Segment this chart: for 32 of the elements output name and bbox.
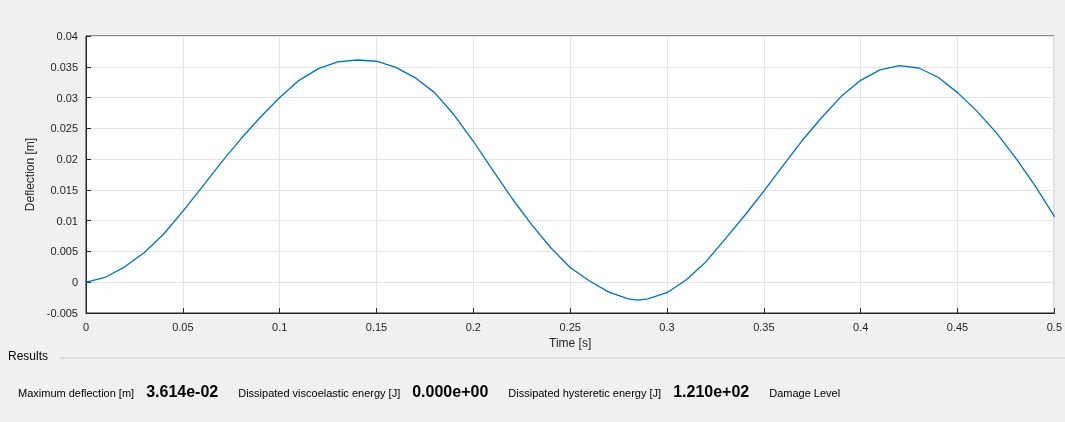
y-tick-label: -0.005 — [46, 307, 78, 319]
x-tick-label: 0.1 — [272, 320, 288, 333]
y-tick-label: 0.03 — [56, 91, 78, 104]
text: 1.210e+02 — [673, 382, 750, 400]
x-tick-label: 0.4 — [853, 320, 869, 333]
y-axis-title: Deflection [m] — [22, 137, 37, 212]
y-tick-label: 0 — [71, 276, 78, 289]
x-tick-label: 0.2 — [465, 320, 481, 333]
x-tick-label: 0.15 — [365, 320, 388, 333]
text: 3.614e-02 — [146, 382, 219, 400]
y-tick-label: 0.005 — [50, 245, 78, 258]
text: Dissipated viscoelastic energy [J] — [238, 386, 401, 399]
text: Maximum deflection [m] — [18, 386, 135, 399]
y-tick-label: 0.025 — [50, 122, 78, 135]
text: 0.000e+00 — [412, 382, 489, 400]
x-axis-title: Time [s] — [549, 336, 592, 350]
x-tick-label: 0.35 — [753, 320, 775, 333]
line-series — [85, 59, 1055, 301]
y-tick-label: 0.02 — [56, 153, 78, 166]
y-tick-label: 0.035 — [50, 60, 78, 73]
y-tick-label: 0.01 — [56, 214, 78, 227]
x-tick-label: 0 — [82, 320, 90, 333]
x-tick-label: 0.3 — [659, 320, 675, 333]
x-tick-label: 0.25 — [559, 320, 581, 333]
x-tick-label: 0.5 — [1046, 320, 1062, 333]
y-tick-label: 0.015 — [50, 183, 78, 196]
y-tick-label: 0.04 — [56, 30, 78, 42]
text: Damage Level — [769, 386, 841, 399]
text: Results — [8, 349, 49, 363]
x-tick-label: 0.05 — [172, 320, 194, 333]
x-tick-label: 0.45 — [946, 320, 969, 333]
text: Dissipated hysteretic energy [J] — [508, 386, 662, 399]
